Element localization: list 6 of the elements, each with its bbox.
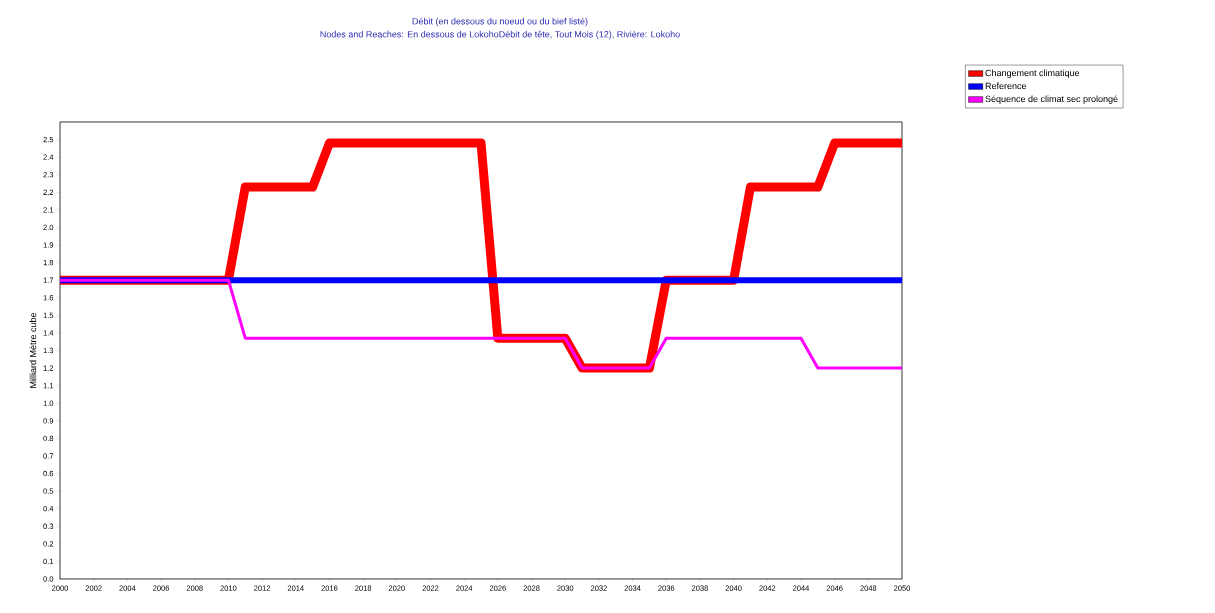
chart-subtitle: Nodes and Reaches: En dessous de LokohoDébit de tête, Tout Mois (12), Rivière: Lokoho (320, 30, 680, 40)
legend-label: Reference (985, 82, 1027, 90)
y-axis-title: Milliard Mètre cube (29, 312, 37, 388)
legend-label: Séquence de climat sec prolongé (985, 95, 1118, 104)
legend-label: Changement climatique (985, 69, 1080, 78)
chart-title: Débit (en dessous du noeud ou du bief listé) (412, 17, 588, 27)
